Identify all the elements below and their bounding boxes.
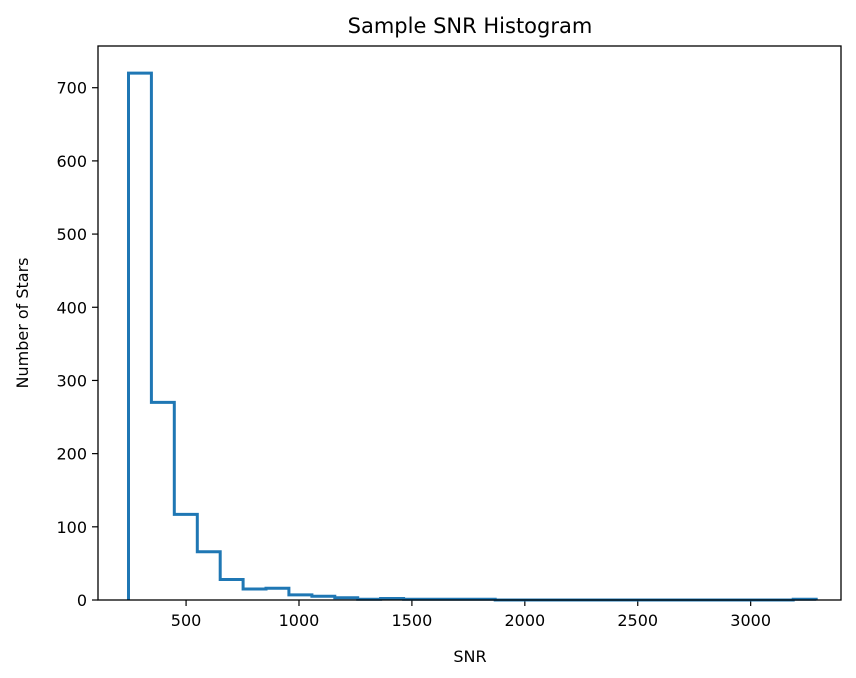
x-axis-label: SNR (453, 647, 486, 666)
y-tick-label: 600 (56, 152, 87, 171)
x-tick-label: 2500 (617, 611, 658, 630)
y-tick-label: 0 (77, 591, 87, 610)
histogram-step-line (127, 71, 818, 602)
x-tick-label: 2000 (504, 611, 545, 630)
x-tick-label: 3000 (730, 611, 771, 630)
y-axis-label: Number of Stars (13, 257, 32, 388)
y-tick-label: 500 (56, 225, 87, 244)
x-tick-label: 1000 (279, 611, 320, 630)
chart-title: Sample SNR Histogram (348, 14, 593, 38)
y-tick-label: 700 (56, 79, 87, 98)
axis-ticks: 500 1000 1500 2000 2500 3000 0 100 200 300 400 500 6… (56, 79, 771, 630)
x-tick-label: 500 (171, 611, 202, 630)
y-tick-label: 300 (56, 371, 87, 390)
y-tick-label: 100 (56, 518, 87, 537)
x-tick-label: 1500 (392, 611, 433, 630)
y-tick-label: 200 (56, 445, 87, 464)
plot-frame (97, 45, 842, 601)
y-tick-label: 400 (56, 298, 87, 317)
